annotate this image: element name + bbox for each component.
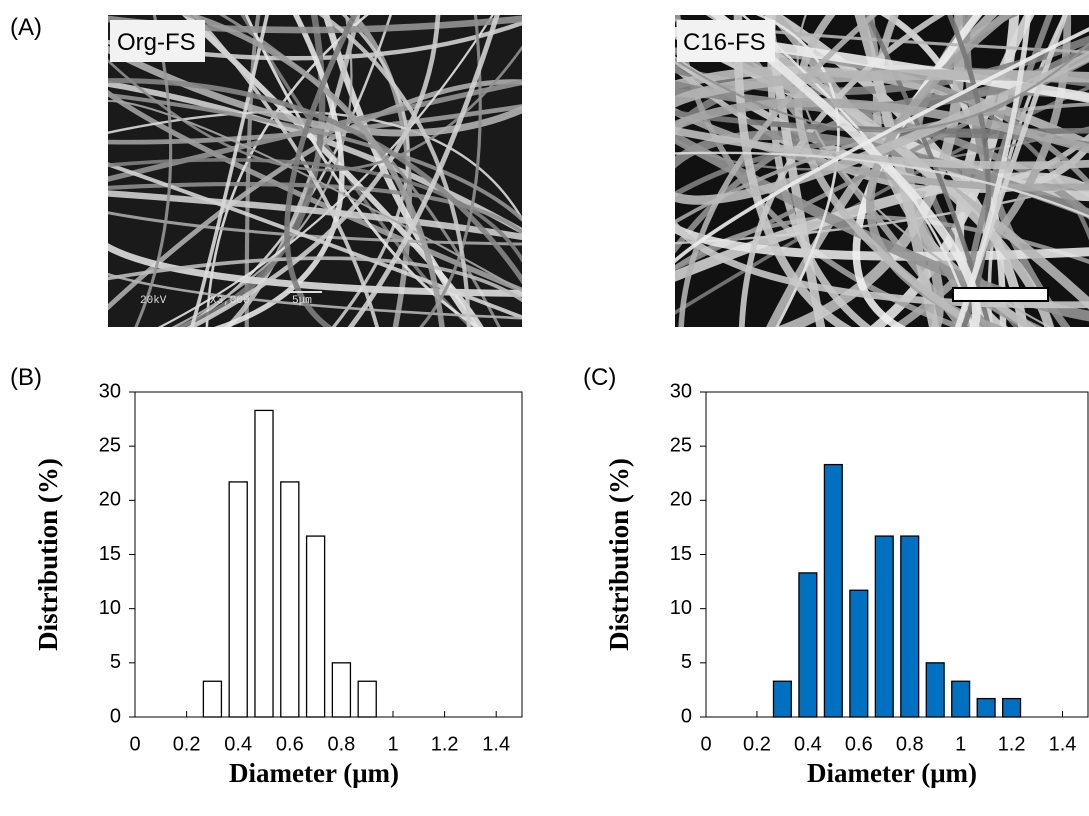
x-tick-label: 0.2 — [743, 733, 771, 755]
y-tick-label: 20 — [99, 489, 121, 511]
x-tick-label: 1.4 — [1049, 733, 1077, 755]
bar — [773, 681, 791, 717]
x-tick-label: 0.2 — [173, 733, 201, 755]
y-tick-label: 30 — [670, 380, 692, 402]
y-tick-label: 25 — [670, 434, 692, 456]
bar — [977, 699, 995, 717]
bar — [229, 482, 247, 717]
y-tick-label: 5 — [110, 651, 121, 673]
x-tick-label: 0.8 — [327, 733, 355, 755]
x-tick-label: 0.8 — [896, 733, 924, 755]
x-tick-label: 0 — [700, 733, 711, 755]
sem-info: X3,000 — [210, 295, 250, 307]
bar — [307, 536, 325, 717]
y-tick-label: 0 — [110, 705, 121, 727]
panel-label: (B) — [10, 364, 42, 391]
y-tick-label: 15 — [99, 543, 121, 565]
y-tick-label: 20 — [670, 489, 692, 511]
y-tick-label: 25 — [99, 434, 121, 456]
x-tick-label: 0.6 — [845, 733, 873, 755]
bar — [255, 410, 273, 717]
bar — [1003, 699, 1021, 717]
bar — [281, 482, 299, 717]
x-axis-label: Diameter (μm) — [807, 758, 977, 788]
figure: (A) (B) (C) Org-FS C16-FS 20kV X3,000 5μ… — [0, 0, 1089, 816]
y-tick-label: 10 — [670, 597, 692, 619]
sem-info: 5μm — [292, 295, 312, 307]
x-tick-label: 0.6 — [276, 733, 304, 755]
panel-label: (A) — [10, 14, 42, 41]
x-axis-label: Diameter (μm) — [229, 758, 399, 788]
x-tick-label: 0 — [129, 733, 140, 755]
y-tick-label: 0 — [681, 705, 692, 727]
x-tick-label: 1 — [387, 733, 398, 755]
y-tick-label: 30 — [99, 380, 121, 402]
y-tick-label: 15 — [670, 543, 692, 565]
image-label: C16-FS — [683, 29, 766, 56]
y-tick-label: 10 — [99, 597, 121, 619]
x-tick-label: 1.2 — [998, 733, 1026, 755]
x-tick-label: 1.2 — [431, 733, 459, 755]
bar — [875, 536, 893, 717]
y-tick-label: 5 — [681, 651, 692, 673]
y-axis-label: Distribution (%) — [604, 458, 634, 651]
bar — [926, 663, 944, 717]
bar — [358, 681, 376, 717]
plot-frame — [135, 392, 522, 717]
sem-info: 20kV — [140, 295, 167, 307]
bar — [850, 590, 868, 717]
bar — [824, 465, 842, 717]
plot-frame — [706, 392, 1088, 717]
x-tick-label: 1 — [955, 733, 966, 755]
panel-label: (C) — [583, 364, 616, 391]
x-tick-label: 1.4 — [482, 733, 510, 755]
bar — [901, 536, 919, 717]
x-tick-label: 0.4 — [794, 733, 822, 755]
bar — [799, 573, 817, 717]
image-label: Org-FS — [117, 29, 196, 56]
bar — [952, 681, 970, 717]
bar — [203, 681, 221, 717]
bar — [332, 663, 350, 717]
scale-bar — [953, 288, 1048, 301]
x-tick-label: 0.4 — [224, 733, 252, 755]
y-axis-label: Distribution (%) — [33, 458, 63, 651]
